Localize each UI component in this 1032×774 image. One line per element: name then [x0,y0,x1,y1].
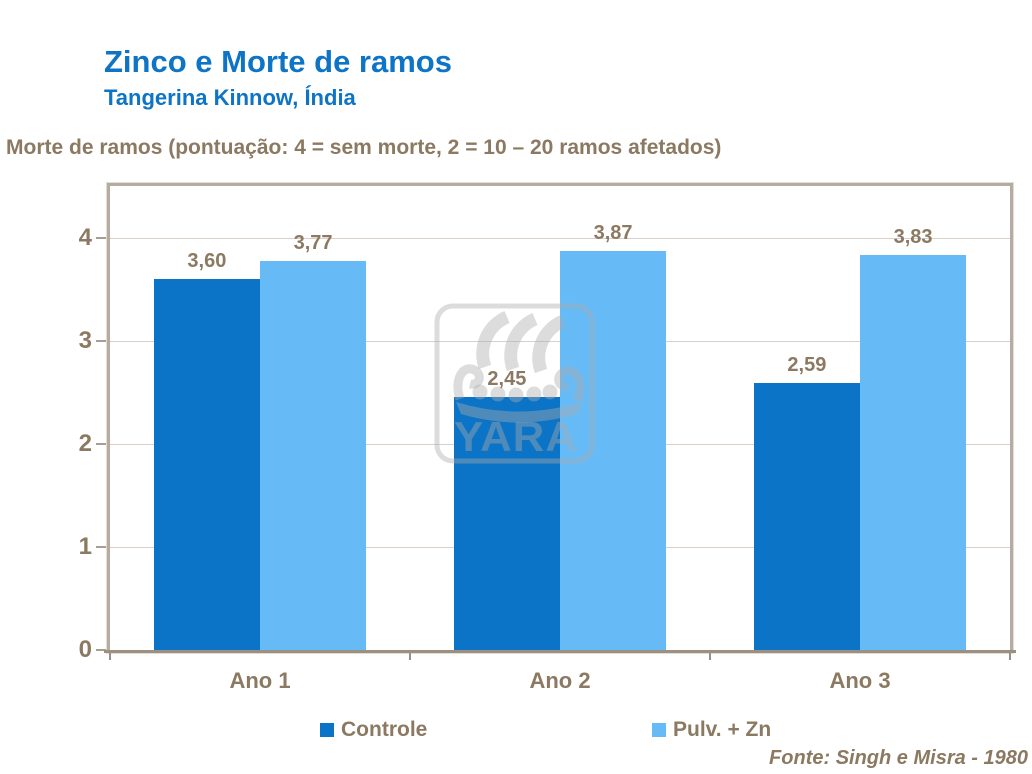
bar-value-label: 2,45 [487,368,527,391]
y-tick-label-0: 0 [78,636,92,663]
bar-group-ano-1: 3,60 3,77 [110,186,410,650]
plot-area: 3,60 3,77 2,45 3,87 2,59 3,83 [110,186,1010,650]
bar-group-ano-2: 2,45 3,87 [410,186,710,650]
bar-wrap: 2,59 [753,186,860,650]
chart-subtitle: Tangerina Kinnow, Índia [104,85,356,110]
y-tick-label-3: 3 [78,326,92,354]
bar-wrap: 2,45 [453,186,560,650]
y-tick-label-4: 4 [78,223,92,251]
x-label-ano-3: Ano 3 [829,668,891,693]
x-tick-mark [109,653,111,660]
bar-wrap: 3,87 [559,186,667,650]
bar-wrap: 3,83 [859,186,967,650]
plot-frame: 3,60 3,77 2,45 3,87 2,59 3,83 [107,183,1013,653]
y-tick-label-2: 2 [78,429,92,457]
bar-group-ano-3: 2,59 3,83 [710,186,1010,650]
bar-pulv-zn-2 [559,250,667,650]
bar-value-label: 2,59 [787,353,827,376]
legend-swatch [320,723,334,737]
x-tick-mark [409,653,411,660]
y-tick-mark [96,339,107,342]
y-tick-mark [96,442,107,445]
source-text: Fonte: Singh e Misra - 1980 [769,747,1028,769]
bar-value-label: 3,83 [893,226,933,249]
legend-item-controle: Controle [320,718,427,742]
chart-title: Zinco e Morte de ramos [104,44,452,79]
y-tick-label-1: 1 [78,532,92,560]
x-label-ano-2: Ano 2 [529,668,591,693]
x-label-ano-1: Ano 1 [229,668,291,693]
bar-wrap: 3,60 [153,186,260,650]
legend-item-pulv-zn: Pulv. + Zn [652,718,771,742]
legend-swatch [652,723,666,737]
bar-pulv-zn-3 [859,255,967,650]
bar-controle-1 [153,278,260,650]
gridline-4 [110,237,1010,239]
y-tick-mark [96,236,107,239]
bar-value-label: 3,60 [187,249,227,272]
bar-value-label: 3,77 [293,232,333,255]
bar-pulv-zn-1 [259,261,367,650]
legend-label: Pulv. + Zn [673,718,772,741]
y-axis-note: Morte de ramos (pontuação: 4 = sem morte… [6,136,722,159]
y-tick-mark [96,649,107,651]
y-tick-mark [96,545,107,548]
bar-value-label: 3,87 [593,221,633,244]
bar-wrap: 3,77 [259,186,367,650]
x-tick-mark [1009,653,1011,660]
x-tick-mark [709,653,711,660]
x-axis-line [104,650,1016,653]
legend-label: Controle [341,718,428,741]
bar-controle-2 [453,397,560,650]
bar-controle-3 [753,382,860,650]
